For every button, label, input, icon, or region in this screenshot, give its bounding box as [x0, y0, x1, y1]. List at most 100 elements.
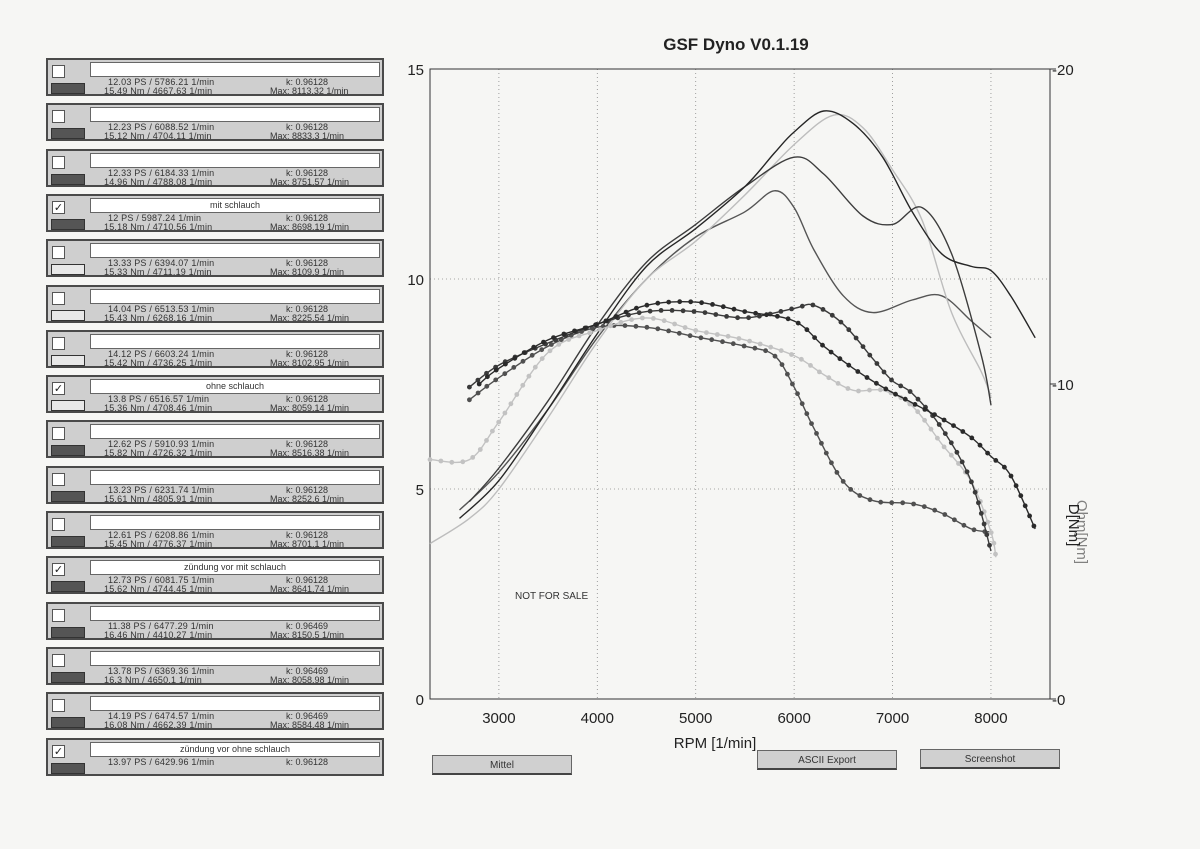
- run-k-factor: k: 0.96469: [286, 665, 329, 676]
- run-color-swatch[interactable]: [51, 717, 85, 729]
- run-name-field[interactable]: zündung vor ohne schlauch: [90, 741, 380, 757]
- run-row[interactable]: 13.78 PS / 6369.36 1/min 16.3 Nm / 4650.1…: [46, 646, 384, 685]
- run-name-field[interactable]: zündung vor mit schlauch: [90, 560, 380, 576]
- run-name-field[interactable]: [90, 515, 380, 530]
- run-name-field[interactable]: [90, 288, 380, 304]
- run-checkbox[interactable]: ✓: [52, 744, 65, 758]
- run-color-swatch[interactable]: [51, 218, 85, 230]
- run-color-swatch[interactable]: [51, 264, 85, 276]
- torque-data-point: [475, 390, 481, 396]
- run-checkbox[interactable]: [52, 65, 65, 78]
- run-k-factor: k: 0.96128: [286, 167, 329, 178]
- run-color-swatch[interactable]: [51, 490, 85, 502]
- torque-data-point: [467, 384, 472, 390]
- ascii-export-button[interactable]: ASCII Export: [757, 750, 897, 770]
- run-name-field[interactable]: [90, 333, 380, 349]
- torque-data-point: [775, 313, 780, 319]
- torque-data-point: [647, 308, 653, 314]
- plot-ticks: 3000 4000 5000 6000 7000 8000 0 5 10 15 -0 -10 -20: [407, 62, 1073, 727]
- run-color-swatch[interactable]: [51, 671, 85, 683]
- run-k-factor: k: 0.96128: [286, 77, 329, 87]
- run-row[interactable]: 13.23 PS / 6231.74 1/min 15.61 Nm / 4805.…: [46, 465, 384, 504]
- run-row[interactable]: 14.04 PS / 6513.53 1/min 15.43 Nm / 6268.…: [46, 284, 384, 323]
- run-name-field[interactable]: [90, 469, 380, 485]
- run-torque-readout: 15.49 Nm / 4667.63 1/min: [104, 86, 213, 96]
- run-checkbox[interactable]: [52, 608, 65, 622]
- run-name-field[interactable]: [90, 243, 380, 259]
- run-name-field[interactable]: [90, 107, 380, 123]
- run-checkbox[interactable]: [52, 518, 65, 531]
- run-row[interactable]: 12.62 PS / 5910.93 1/min 15.82 Nm / 4726.…: [46, 420, 384, 459]
- torque-data-point: [808, 363, 813, 368]
- run-name-field[interactable]: [90, 650, 380, 666]
- run-row[interactable]: 13.33 PS / 6394.07 1/min 15.33 Nm / 4711.…: [46, 239, 384, 278]
- run-checkbox[interactable]: ✓: [52, 382, 65, 396]
- torque-data-point: [709, 337, 715, 343]
- run-torque-readout: 15.33 Nm / 4711.19 1/min: [104, 267, 212, 278]
- run-checkbox[interactable]: [52, 110, 65, 124]
- run-checkbox[interactable]: [52, 653, 65, 667]
- run-max-rpm: Max: 8150.5 1/min: [270, 629, 345, 640]
- run-row[interactable]: 12.23 PS / 6088.52 1/min 15.12 Nm / 4704.…: [46, 103, 384, 142]
- run-row[interactable]: 12.03 PS / 5786.21 1/min 15.49 Nm / 4667.…: [46, 58, 384, 96]
- torque-data-point: [460, 459, 466, 465]
- torque-data-point: [724, 314, 729, 319]
- run-checkbox[interactable]: [52, 472, 65, 486]
- y-tick-label-left: 10: [407, 272, 424, 289]
- run-row[interactable]: 12.61 PS / 6208.86 1/min 15.45 Nm / 4776.…: [46, 511, 384, 549]
- run-name-field[interactable]: [90, 152, 380, 168]
- torque-data-point: [778, 309, 784, 314]
- run-color-swatch[interactable]: [51, 762, 85, 774]
- run-row[interactable]: 12.33 PS / 6184.33 1/min 14.96 Nm / 4788.…: [46, 148, 384, 187]
- run-max-rpm: Max: 8751.57 1/min: [270, 176, 350, 187]
- torque-data-point: [867, 352, 873, 358]
- run-torque-readout: 15.43 Nm / 6268.16 1/min: [104, 312, 213, 323]
- run-row[interactable]: ✓ ohne schlauch 13.8 PS / 6516.57 1/min 15.…: [46, 375, 384, 414]
- run-row[interactable]: 11.38 PS / 6477.29 1/min 16.46 Nm / 4410.…: [46, 601, 384, 640]
- run-max-rpm: Max: 8109.9 1/min: [270, 267, 345, 278]
- run-color-swatch[interactable]: [51, 536, 85, 547]
- run-power-readout: 12 PS / 5987.24 1/min: [108, 212, 202, 223]
- run-checkbox[interactable]: ✓: [52, 200, 65, 214]
- run-row[interactable]: 14.12 PS / 6603.24 1/min 15.42 Nm / 4736.…: [46, 329, 384, 368]
- run-color-swatch[interactable]: [51, 581, 85, 593]
- run-row[interactable]: ✓ mit schlauch 12 PS / 5987.24 1/min 15.18 …: [46, 193, 384, 232]
- run-color-swatch[interactable]: [51, 83, 85, 94]
- run-row[interactable]: 14.19 PS / 6474.57 1/min 16.08 Nm / 4662.…: [46, 692, 384, 731]
- torque-data-point: [593, 322, 598, 328]
- run-checkbox[interactable]: [52, 246, 65, 260]
- mittel-button[interactable]: Mittel: [432, 755, 572, 775]
- torque-data-point: [867, 387, 872, 393]
- run-name-field[interactable]: [90, 62, 380, 77]
- run-color-swatch[interactable]: [51, 626, 85, 638]
- run-color-swatch[interactable]: [51, 128, 85, 140]
- torque-data-point: [551, 335, 556, 340]
- run-max-rpm: Max: 8698.19 1/min: [270, 221, 350, 232]
- run-color-swatch[interactable]: [51, 445, 85, 457]
- run-checkbox[interactable]: [52, 336, 65, 350]
- torque-data-point: [795, 320, 801, 326]
- torque-data-point: [912, 402, 918, 407]
- run-checkbox[interactable]: ✓: [52, 563, 65, 577]
- run-color-swatch[interactable]: [51, 400, 85, 412]
- run-row[interactable]: ✓ zündung vor ohne schlauch 13.97 PS / 642…: [46, 737, 384, 776]
- run-name-field[interactable]: mit schlauch: [90, 197, 380, 213]
- run-name-field[interactable]: [90, 605, 380, 621]
- run-checkbox[interactable]: [52, 155, 65, 169]
- run-color-swatch[interactable]: [51, 173, 85, 185]
- torque-data-point: [969, 435, 975, 441]
- run-name-field[interactable]: [90, 696, 380, 712]
- torque-data-point: [932, 412, 937, 417]
- run-checkbox[interactable]: [52, 291, 65, 305]
- run-row[interactable]: ✓ zündung vor mit schlauch 12.73 PS / 6081…: [46, 556, 384, 595]
- run-color-swatch[interactable]: [51, 354, 85, 366]
- torque-data-point: [893, 391, 898, 397]
- run-name-field[interactable]: [90, 424, 380, 440]
- screenshot-button[interactable]: Screenshot: [920, 749, 1060, 769]
- run-color-swatch[interactable]: [51, 309, 85, 321]
- run-name-field[interactable]: ohne schlauch: [90, 379, 380, 395]
- run-checkbox[interactable]: [52, 699, 65, 713]
- run-checkbox[interactable]: [52, 427, 65, 441]
- torque-data-point: [688, 299, 694, 305]
- torque-data-point: [956, 461, 961, 466]
